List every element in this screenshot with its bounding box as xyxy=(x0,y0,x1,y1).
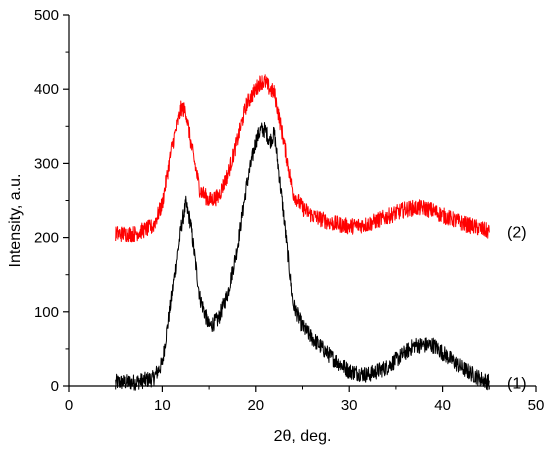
series-labels: (1) (2) xyxy=(507,225,527,393)
y-tick-label: 200 xyxy=(34,230,59,247)
x-tick-label: 0 xyxy=(65,397,73,414)
y-axis-title: Intensity, a.u. xyxy=(7,174,24,268)
y-tick-label: 300 xyxy=(34,155,59,172)
y-tick-label: 400 xyxy=(34,81,59,98)
x-tick-label: 10 xyxy=(154,397,171,414)
series-label-2: (2) xyxy=(507,225,527,242)
y-tick-label: 0 xyxy=(51,378,59,395)
series-label-1: (1) xyxy=(507,375,527,392)
x-tick-label: 20 xyxy=(247,397,264,414)
series-layer xyxy=(115,74,490,391)
x-tick-label: 50 xyxy=(528,397,545,414)
y-tick-label: 500 xyxy=(34,7,59,24)
plot-area: 0 10 20 30 40 50 0 100 200 300 400 500 (1) (2) xyxy=(34,7,544,414)
y-axis-ticks: 0 100 200 300 400 500 xyxy=(34,7,69,395)
y-tick-label: 100 xyxy=(34,304,59,321)
series-line-1 xyxy=(115,122,490,391)
x-axis-title: 2θ, deg. xyxy=(274,428,332,445)
x-tick-label: 40 xyxy=(434,397,451,414)
x-axis-ticks: 0 10 20 30 40 50 xyxy=(65,386,545,414)
series-line-2 xyxy=(115,74,490,243)
x-tick-label: 30 xyxy=(341,397,358,414)
